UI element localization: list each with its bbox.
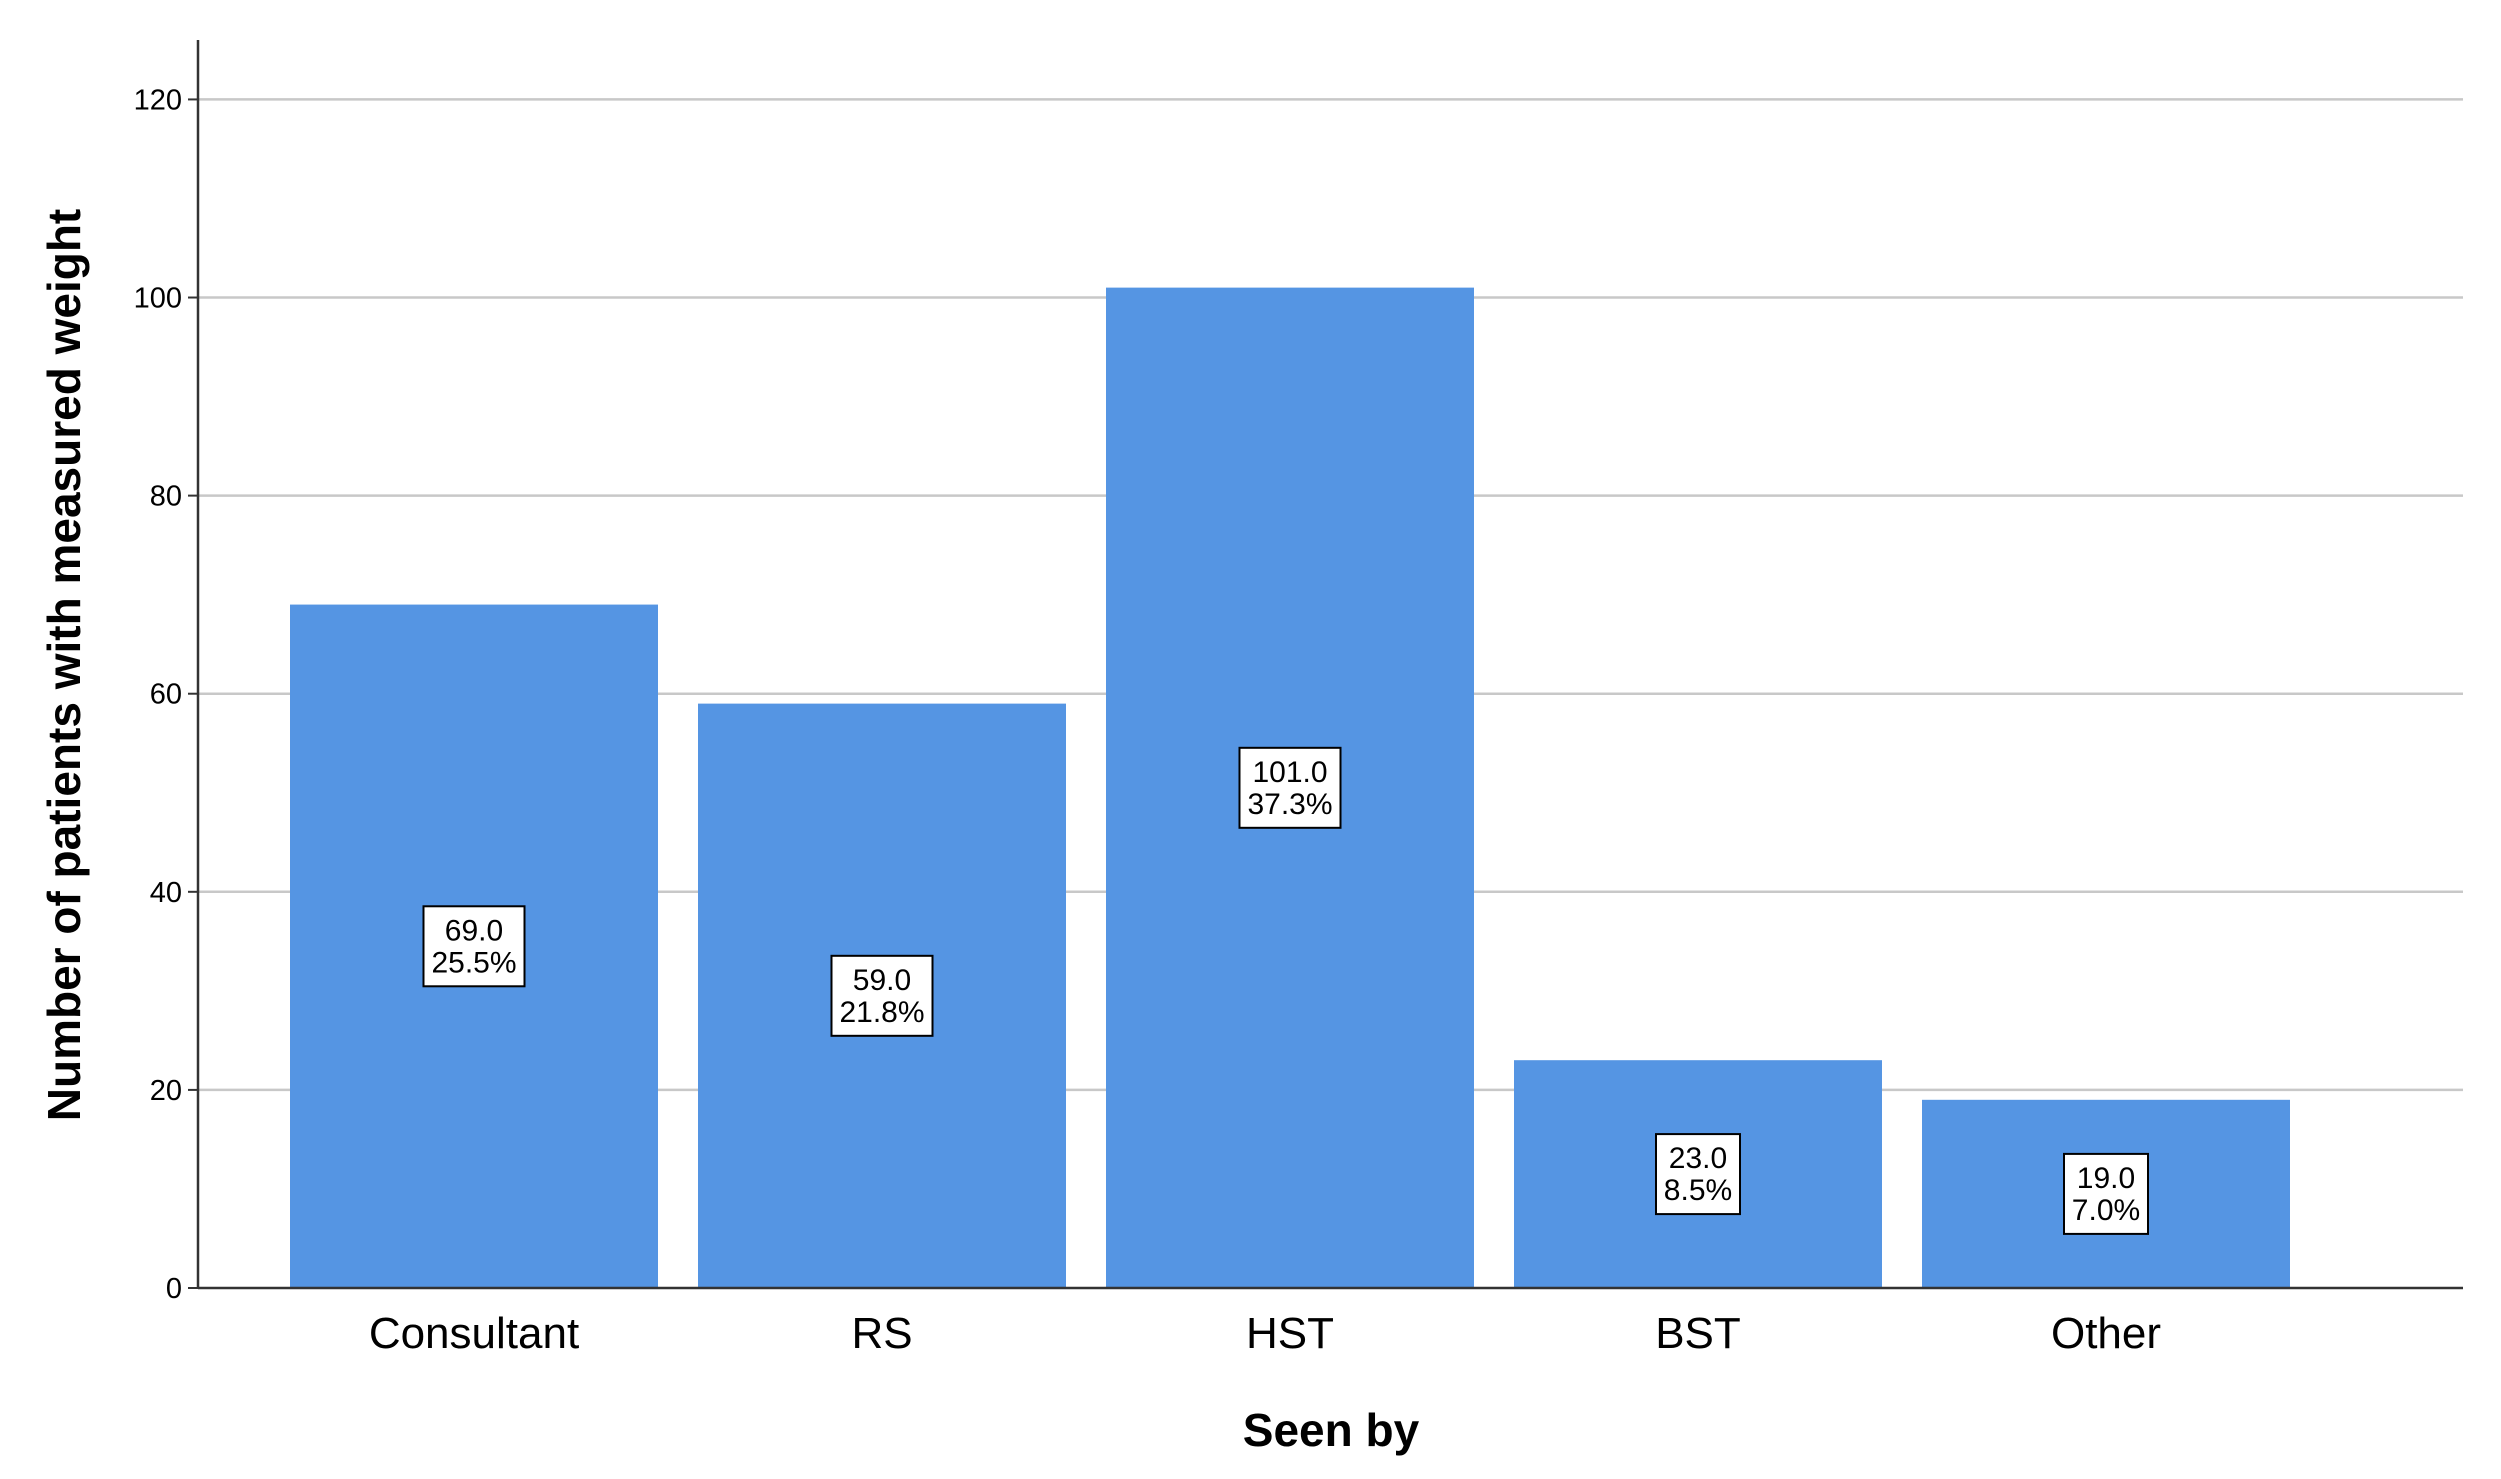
x-tick-label-hst: HST: [1246, 1309, 1334, 1358]
x-axis-ticks: Consultant RS HST BST Other: [369, 1309, 2161, 1358]
data-label-percent: 8.5%: [1664, 1174, 1732, 1207]
data-label-value: 19.0: [2077, 1162, 2135, 1195]
data-label-consultant: 69.025.5%: [422, 905, 526, 988]
y-tick-label-40: 40: [150, 877, 182, 909]
y-tick-label-100: 100: [134, 283, 182, 315]
data-label-bst: 23.08.5%: [1655, 1133, 1741, 1216]
y-tick-label-0: 0: [166, 1273, 182, 1305]
data-label-value: 23.0: [1669, 1142, 1727, 1175]
data-label-box: [2063, 1152, 2149, 1235]
x-tick-label-consultant: Consultant: [369, 1309, 579, 1358]
y-tick-label-120: 120: [134, 84, 182, 116]
data-label-box: [1238, 746, 1342, 829]
x-axis-title: Seen by: [1243, 1404, 1420, 1456]
data-label-value: 59.0: [853, 964, 911, 997]
x-tick-label-other: Other: [2051, 1309, 2161, 1358]
y-tick-label-80: 80: [150, 481, 182, 513]
data-label-percent: 37.3%: [1247, 788, 1332, 821]
data-label-box: [1655, 1133, 1741, 1216]
data-label-value: 101.0: [1252, 756, 1327, 789]
axes: [196, 40, 2463, 1290]
data-label-percent: 7.0%: [2072, 1194, 2140, 1227]
data-labels: 69.025.5% 59.021.8% 101.037.3% 23.08.5% 19.0…: [422, 746, 2149, 1235]
data-label-value: 69.0: [445, 914, 503, 947]
data-label-box: [830, 954, 934, 1037]
y-axis-title: Number of patients with measured weight: [38, 209, 90, 1121]
x-tick-label-rs: RS: [851, 1309, 912, 1358]
y-axis-ticks: 0 20 40 60 80 100 120: [134, 84, 198, 1305]
data-label-percent: 25.5%: [431, 946, 516, 979]
data-label-other: 19.07.0%: [2063, 1152, 2149, 1235]
x-tick-label-bst: BST: [1655, 1309, 1741, 1358]
data-label-box: [422, 905, 526, 988]
y-tick-label-60: 60: [150, 679, 182, 711]
data-label-rs: 59.021.8%: [830, 954, 934, 1037]
y-tick-label-20: 20: [150, 1075, 182, 1107]
data-label-percent: 21.8%: [839, 996, 924, 1029]
data-label-hst: 101.037.3%: [1238, 746, 1342, 829]
